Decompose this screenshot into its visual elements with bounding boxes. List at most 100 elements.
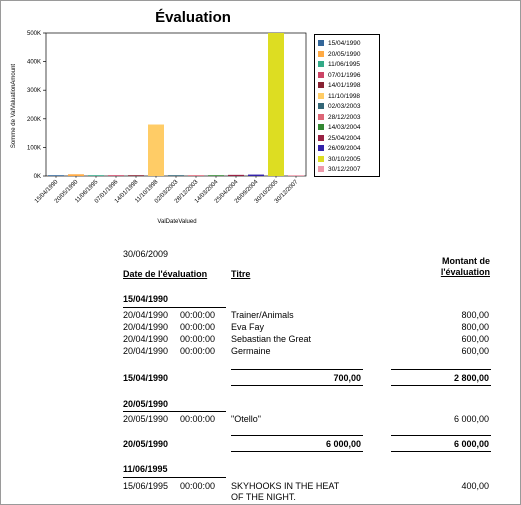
bar: [208, 175, 224, 176]
legend-item: 11/06/1995: [318, 60, 360, 69]
legend-item: 26/09/2004: [318, 144, 361, 153]
row-date: 20/04/1990: [123, 310, 169, 320]
row-title: Sebastian the Great: [231, 334, 312, 344]
legend-swatch: [318, 103, 324, 109]
legend-swatch: [318, 61, 324, 67]
col-header-amount-line2: l'évaluation: [440, 267, 490, 277]
legend-label: 20/05/1990: [328, 50, 361, 58]
row-time: 00:00:00: [180, 334, 216, 344]
y-tick-label: 400K: [27, 60, 41, 66]
legend-item: 30/10/2005: [318, 155, 361, 164]
x-axis-label: ValDateValued: [157, 219, 196, 225]
legend-item: 15/04/1990: [318, 39, 361, 48]
row-amount: 600,00: [461, 334, 489, 344]
legend-item: 30/12/2007: [318, 165, 361, 174]
bar: [128, 175, 144, 176]
y-tick-label: 300K: [27, 88, 41, 94]
subtotal-line: [391, 451, 491, 452]
legend-swatch: [318, 92, 324, 99]
row-date: 20/05/1990: [123, 414, 169, 424]
plot-area: [45, 32, 307, 177]
bar: [228, 174, 244, 176]
bar: [268, 33, 284, 176]
group-average: 700,00: [333, 373, 361, 383]
subtotal-line: [391, 369, 491, 370]
legend-label: 11/10/1998: [328, 92, 361, 100]
bar: [88, 175, 104, 176]
legend-item: 20/05/1990: [318, 50, 361, 59]
row-amount: 6 000,00: [453, 414, 489, 424]
legend-label: 28/12/2003: [328, 113, 361, 121]
bar-chart: Somme de ValValuationAmount ValDateValue…: [11, 31, 307, 225]
group-summary-date: 20/05/1990: [123, 439, 169, 449]
row-amount: 400,00: [461, 481, 489, 491]
bar: [248, 174, 264, 176]
report-date: 30/06/2009: [123, 249, 169, 259]
subtotal-line: [231, 451, 363, 452]
legend-item: 25/04/2004: [318, 134, 361, 143]
legend-swatch: [318, 155, 324, 162]
bar: [68, 174, 84, 176]
legend-swatch: [318, 145, 324, 151]
group-date: 15/04/1990: [123, 294, 169, 304]
row-date: 15/06/1995: [123, 481, 169, 491]
legend-label: 14/01/1998: [328, 82, 361, 89]
chart-legend: 15/04/1990 20/05/1990 11/06/1995 07/01/1996…: [314, 34, 380, 177]
legend-label: 25/04/2004: [328, 134, 361, 142]
legend-item: 07/01/1996: [318, 71, 361, 80]
group-divider: [123, 307, 226, 308]
row-title-line2: OF THE NIGHT.: [231, 492, 296, 502]
legend-swatch: [318, 124, 324, 130]
legend-label: 30/12/2007: [328, 166, 361, 173]
legend-label: 14/03/2004: [328, 124, 361, 131]
legend-swatch: [318, 113, 324, 120]
y-tick-label: 500K: [27, 31, 41, 37]
report-title: Évaluation: [155, 9, 231, 26]
subtotal-line: [391, 435, 491, 436]
col-header-title: Titre: [231, 269, 251, 279]
bar: [108, 175, 124, 176]
subtotal-line: [231, 435, 363, 436]
group-divider: [123, 411, 226, 412]
legend-item: 14/03/2004: [318, 123, 361, 132]
row-time: 00:00:00: [180, 322, 216, 332]
bar: [48, 175, 64, 176]
row-time: 00:00:00: [180, 414, 216, 424]
row-time: 00:00:00: [180, 346, 216, 356]
row-time: 00:00:00: [180, 481, 216, 491]
y-tick-label: 0K: [34, 174, 41, 180]
legend-label: 02/03/2003: [328, 103, 361, 110]
group-average: 6 000,00: [325, 439, 361, 449]
legend-swatch: [318, 40, 324, 46]
legend-label: 11/06/1995: [328, 61, 361, 68]
group-summary-date: 15/04/1990: [123, 373, 169, 383]
legend-swatch: [318, 134, 324, 141]
col-header-date: Date de l'évaluation: [123, 269, 208, 279]
group-total: 6 000,00: [453, 439, 489, 449]
row-amount: 600,00: [461, 346, 489, 356]
legend-label: 15/04/1990: [328, 40, 361, 47]
legend-label: 30/10/2005: [328, 155, 361, 163]
row-title: "Otello": [231, 414, 261, 424]
bar: [148, 124, 164, 176]
legend-item: 14/01/1998: [318, 81, 361, 90]
bar: [188, 175, 204, 176]
legend-swatch: [318, 166, 324, 172]
group-date: 11/06/1995: [123, 464, 168, 474]
subtotal-line: [231, 385, 363, 386]
y-axis-label: Somme de ValValuationAmount: [11, 64, 17, 148]
legend-item: 28/12/2003: [318, 113, 361, 122]
subtotal-line: [231, 369, 363, 370]
bar: [168, 175, 184, 176]
group-date: 20/05/1990: [123, 399, 169, 409]
legend-label: 07/01/1996: [328, 71, 361, 79]
bar: [288, 175, 304, 176]
row-date: 20/04/1990: [123, 322, 169, 332]
legend-swatch: [318, 71, 324, 78]
row-title: SKYHOOKS IN THE HEAT: [231, 481, 340, 491]
legend-item: 11/10/1998: [318, 92, 360, 101]
legend-swatch: [318, 50, 324, 57]
row-title: Germaine: [231, 346, 271, 356]
